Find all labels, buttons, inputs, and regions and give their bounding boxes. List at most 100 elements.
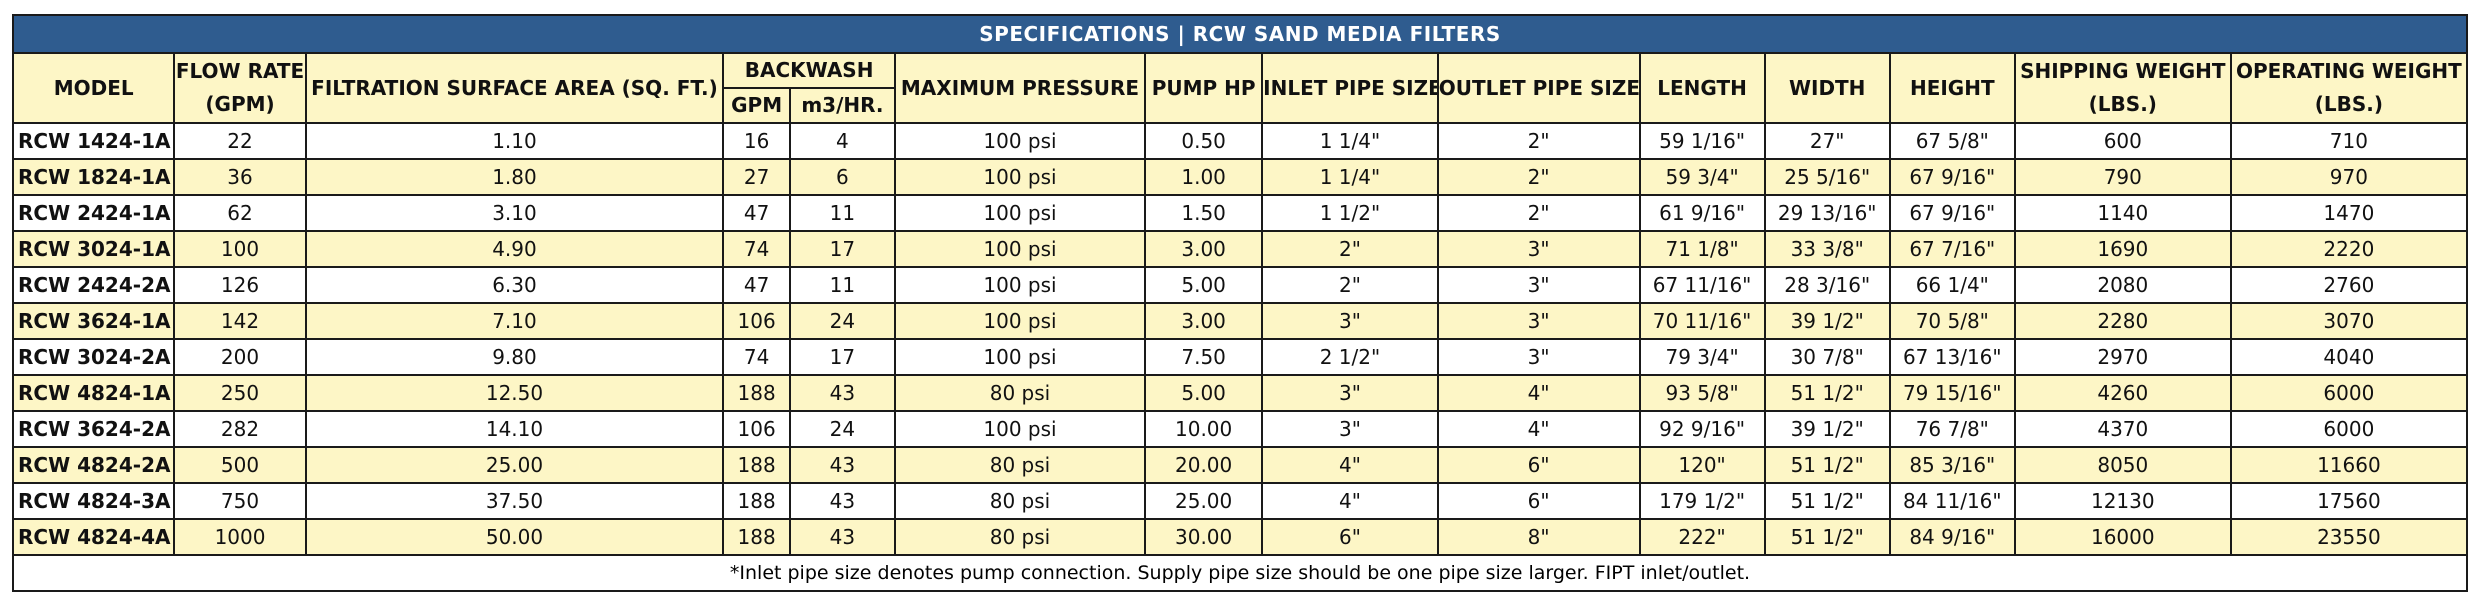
table-row: RCW 1824-1A 36 1.80 27 6 100 psi 1.00 1 1/4" 2" 5… xyxy=(11,158,2469,196)
cell-shipping-weight: 790 xyxy=(2013,158,2232,196)
cell-model: RCW 2424-2A xyxy=(11,266,176,304)
cell-height: 67 9/16" xyxy=(1888,194,2016,232)
cell-backwash-m3: 17 xyxy=(788,338,896,376)
cell-width: 28 3/16" xyxy=(1763,266,1891,304)
cell-backwash-m3: 4 xyxy=(788,122,896,160)
cell-outlet-pipe: 6" xyxy=(1436,446,1641,484)
cell-backwash-gpm: 74 xyxy=(722,230,791,268)
cell-width: 39 1/2" xyxy=(1763,302,1891,340)
cell-max-pressure: 100 psi xyxy=(893,230,1147,268)
cell-inlet-pipe: 4" xyxy=(1261,482,1439,520)
cell-backwash-m3: 11 xyxy=(788,194,896,232)
cell-backwash-m3: 43 xyxy=(788,482,896,520)
cell-inlet-pipe: 1 1/4" xyxy=(1261,158,1439,196)
cell-backwash-gpm: 188 xyxy=(722,374,791,412)
cell-max-pressure: 100 psi xyxy=(893,266,1147,304)
cell-height: 70 5/8" xyxy=(1888,302,2016,340)
table-row: RCW 4824-1A 250 12.50 188 43 80 psi 5.00 3" 4" 93… xyxy=(11,374,2469,412)
cell-filtration-area: 9.80 xyxy=(304,338,725,376)
cell-flow-rate: 750 xyxy=(173,482,307,520)
cell-width: 25 5/16" xyxy=(1763,158,1891,196)
cell-filtration-area: 1.80 xyxy=(304,158,725,196)
cell-height: 67 5/8" xyxy=(1888,122,2016,160)
cell-shipping-weight: 2280 xyxy=(2013,302,2232,340)
cell-pump-hp: 20.00 xyxy=(1144,446,1264,484)
header-model: MODEL xyxy=(11,52,176,124)
cell-height: 67 9/16" xyxy=(1888,158,2016,196)
cell-width: 51 1/2" xyxy=(1763,446,1891,484)
cell-inlet-pipe: 3" xyxy=(1261,374,1439,412)
header-shipping-weight: SHIPPING WEIGHT (LBS.) xyxy=(2013,52,2232,124)
cell-flow-rate: 250 xyxy=(173,374,307,412)
cell-shipping-weight: 8050 xyxy=(2013,446,2232,484)
cell-length: 70 11/16" xyxy=(1638,302,1766,340)
cell-operating-weight: 2760 xyxy=(2229,266,2469,304)
cell-filtration-area: 3.10 xyxy=(304,194,725,232)
cell-filtration-area: 12.50 xyxy=(304,374,725,412)
table-row: RCW 2424-1A 62 3.10 47 11 100 psi 1.50 1 1/2" 2"… xyxy=(11,194,2469,232)
cell-filtration-area: 1.10 xyxy=(304,122,725,160)
cell-max-pressure: 100 psi xyxy=(893,338,1147,376)
cell-height: 67 7/16" xyxy=(1888,230,2016,268)
cell-pump-hp: 1.50 xyxy=(1144,194,1264,232)
cell-outlet-pipe: 4" xyxy=(1436,410,1641,448)
cell-filtration-area: 14.10 xyxy=(304,410,725,448)
cell-shipping-weight: 4260 xyxy=(2013,374,2232,412)
cell-outlet-pipe: 6" xyxy=(1436,482,1641,520)
cell-outlet-pipe: 2" xyxy=(1436,158,1641,196)
cell-outlet-pipe: 3" xyxy=(1436,302,1641,340)
cell-model: RCW 4824-2A xyxy=(11,446,176,484)
cell-flow-rate: 1000 xyxy=(173,518,307,556)
cell-pump-hp: 3.00 xyxy=(1144,302,1264,340)
cell-backwash-gpm: 188 xyxy=(722,446,791,484)
cell-operating-weight: 17560 xyxy=(2229,482,2469,520)
spec-table-container: SPECIFICATIONS | RCW SAND MEDIA FILTERS … xyxy=(11,14,2469,592)
cell-backwash-gpm: 106 xyxy=(722,302,791,340)
cell-operating-weight: 6000 xyxy=(2229,410,2469,448)
cell-length: 222" xyxy=(1638,518,1766,556)
cell-inlet-pipe: 1 1/4" xyxy=(1261,122,1439,160)
cell-backwash-m3: 24 xyxy=(788,302,896,340)
cell-backwash-gpm: 188 xyxy=(722,482,791,520)
cell-shipping-weight: 12130 xyxy=(2013,482,2232,520)
cell-length: 59 1/16" xyxy=(1638,122,1766,160)
cell-width: 39 1/2" xyxy=(1763,410,1891,448)
spec-table: SPECIFICATIONS | RCW SAND MEDIA FILTERS … xyxy=(11,14,2469,592)
table-row: RCW 2424-2A 126 6.30 47 11 100 psi 5.00 2" 3" 67 … xyxy=(11,266,2469,304)
cell-width: 30 7/8" xyxy=(1763,338,1891,376)
cell-operating-weight: 4040 xyxy=(2229,338,2469,376)
cell-model: RCW 3024-1A xyxy=(11,230,176,268)
cell-operating-weight: 2220 xyxy=(2229,230,2469,268)
cell-filtration-area: 4.90 xyxy=(304,230,725,268)
cell-backwash-gpm: 106 xyxy=(722,410,791,448)
cell-model: RCW 1824-1A xyxy=(11,158,176,196)
cell-flow-rate: 100 xyxy=(173,230,307,268)
header-inlet-pipe: INLET PIPE SIZE xyxy=(1261,52,1439,124)
cell-length: 71 1/8" xyxy=(1638,230,1766,268)
header-flow-rate: FLOW RATE (GPM) xyxy=(173,52,307,124)
cell-filtration-area: 50.00 xyxy=(304,518,725,556)
cell-max-pressure: 100 psi xyxy=(893,158,1147,196)
cell-outlet-pipe: 8" xyxy=(1436,518,1641,556)
cell-filtration-area: 6.30 xyxy=(304,266,725,304)
cell-model: RCW 4824-4A xyxy=(11,518,176,556)
cell-pump-hp: 7.50 xyxy=(1144,338,1264,376)
table-row: RCW 1424-1A 22 1.10 16 4 100 psi 0.50 1 1/4" 2" 5… xyxy=(11,122,2469,160)
table-row: RCW 3024-2A 200 9.80 74 17 100 psi 7.50 2 1/2" 3… xyxy=(11,338,2469,376)
cell-outlet-pipe: 2" xyxy=(1436,122,1641,160)
cell-operating-weight: 11660 xyxy=(2229,446,2469,484)
cell-length: 61 9/16" xyxy=(1638,194,1766,232)
cell-inlet-pipe: 3" xyxy=(1261,410,1439,448)
table-row: RCW 3024-1A 100 4.90 74 17 100 psi 3.00 2" 3" 71 … xyxy=(11,230,2469,268)
cell-flow-rate: 22 xyxy=(173,122,307,160)
cell-model: RCW 4824-1A xyxy=(11,374,176,412)
cell-model: RCW 3024-2A xyxy=(11,338,176,376)
table-row: RCW 4824-3A 750 37.50 188 43 80 psi 25.00 4" 6" 1… xyxy=(11,482,2469,520)
cell-pump-hp: 25.00 xyxy=(1144,482,1264,520)
cell-height: 66 1/4" xyxy=(1888,266,2016,304)
cell-model: RCW 1424-1A xyxy=(11,122,176,160)
cell-outlet-pipe: 2" xyxy=(1436,194,1641,232)
cell-shipping-weight: 600 xyxy=(2013,122,2232,160)
cell-max-pressure: 80 psi xyxy=(893,446,1147,484)
cell-height: 85 3/16" xyxy=(1888,446,2016,484)
